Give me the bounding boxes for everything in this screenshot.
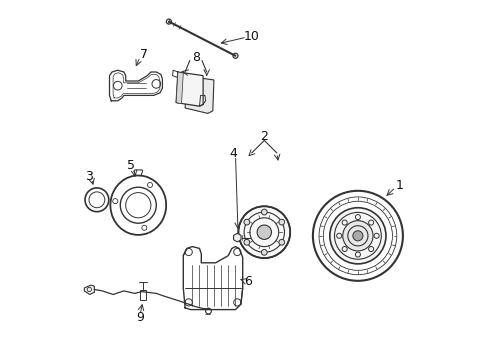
Text: 5: 5 [127, 159, 135, 172]
Circle shape [244, 239, 249, 245]
Text: 7: 7 [140, 48, 148, 60]
Circle shape [352, 231, 362, 241]
Text: 10: 10 [243, 30, 259, 42]
Circle shape [329, 208, 385, 264]
Circle shape [244, 219, 249, 225]
Circle shape [278, 239, 284, 245]
Polygon shape [185, 76, 213, 113]
Circle shape [257, 225, 271, 239]
Circle shape [261, 209, 266, 215]
Text: 2: 2 [260, 130, 268, 143]
Polygon shape [84, 285, 94, 294]
Text: 8: 8 [191, 51, 200, 64]
Text: 4: 4 [228, 147, 236, 159]
Circle shape [238, 206, 289, 258]
Text: 9: 9 [136, 311, 144, 324]
Polygon shape [176, 72, 203, 106]
Circle shape [278, 219, 284, 225]
Circle shape [342, 221, 372, 251]
Circle shape [261, 249, 266, 255]
Text: 6: 6 [244, 275, 251, 288]
Text: 1: 1 [395, 179, 403, 192]
Text: 3: 3 [85, 170, 93, 183]
Polygon shape [233, 233, 241, 242]
Polygon shape [176, 72, 183, 104]
